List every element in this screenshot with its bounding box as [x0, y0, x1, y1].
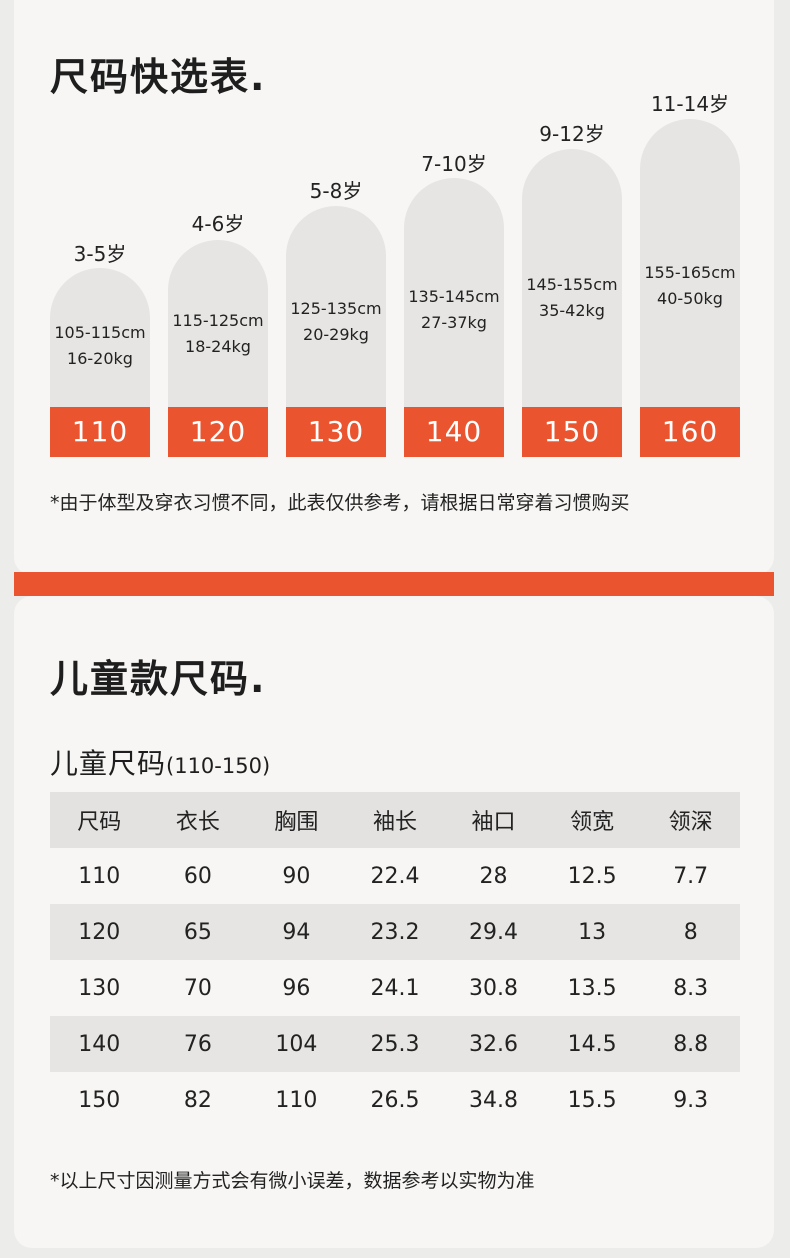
weight-range: 20-29kg	[303, 325, 369, 344]
table-cell: 24.1	[370, 975, 420, 1001]
height-range: 115-125cm	[172, 311, 264, 330]
table-cell: 13.5	[567, 975, 617, 1001]
header-cell: 袖长	[372, 810, 417, 835]
table-cell: 15.5	[567, 1087, 617, 1113]
size-badge: 140	[404, 407, 504, 457]
table-cell: 110	[275, 1087, 318, 1113]
height-range: 105-115cm	[54, 323, 146, 342]
size-badge: 160	[640, 407, 740, 457]
table-cell: 130	[78, 975, 121, 1001]
table-cell: 94	[282, 919, 311, 945]
table-cell: 34.8	[469, 1087, 519, 1113]
table-cell: 7.7	[673, 863, 709, 889]
header-cell: 尺码	[77, 810, 122, 835]
age-label: 5-8岁	[309, 179, 363, 203]
table-cell: 150	[78, 1087, 121, 1113]
kids-size-card	[14, 596, 774, 1248]
header-cell: 胸围	[274, 810, 319, 835]
table-cell: 110	[78, 863, 121, 889]
header-cell: 衣长	[175, 810, 220, 835]
table-cell: 8	[683, 919, 698, 945]
table-cell: 32.6	[469, 1031, 519, 1057]
weight-range: 35-42kg	[539, 301, 605, 320]
height-range: 135-145cm	[408, 287, 500, 306]
height-range: 155-165cm	[644, 263, 736, 282]
table-cell: 82	[183, 1087, 212, 1113]
table-cell: 25.3	[370, 1031, 420, 1057]
size-pill: 145-155cm 35-42kg	[522, 149, 622, 408]
table-row: 130 70 96 24.1 30.8 13.5 8.3	[50, 960, 740, 1016]
table-row: 110 60 90 22.4 28 12.5 7.7	[50, 848, 740, 904]
table-cell: 12.5	[567, 863, 617, 889]
size-pill: 105-115cm 16-20kg	[50, 268, 150, 408]
table-row: 120 65 94 23.2 29.4 13 8	[50, 904, 740, 960]
size-badge: 150	[522, 407, 622, 457]
age-label: 4-6岁	[191, 212, 245, 236]
table-cell: 70	[183, 975, 212, 1001]
weight-range: 18-24kg	[185, 337, 251, 356]
weight-range: 27-37kg	[421, 313, 487, 332]
table-cell: 120	[78, 919, 121, 945]
size-badge: 110	[50, 407, 150, 457]
weight-range: 40-50kg	[657, 289, 723, 308]
table-cell: 29.4	[469, 919, 519, 945]
subtitle-range: (110-150)	[166, 754, 271, 778]
size-pill: 135-145cm 27-37kg	[404, 178, 504, 408]
table-row: 140 76 104 25.3 32.6 14.5 8.8	[50, 1016, 740, 1072]
height-range: 145-155cm	[526, 275, 618, 294]
size-pill: 155-165cm 40-50kg	[640, 119, 740, 408]
age-label: 11-14岁	[650, 92, 730, 116]
quick-table-title: 尺码快选表.	[50, 55, 267, 99]
age-label: 7-10岁	[421, 152, 487, 176]
subtitle-text: 儿童尺码	[50, 747, 167, 780]
table-cell: 104	[275, 1031, 318, 1057]
table-cell: 9.3	[673, 1087, 709, 1113]
header-cell: 领深	[668, 810, 713, 835]
table-cell: 28	[479, 863, 508, 889]
table-cell: 60	[183, 863, 212, 889]
kids-size-table: 尺码 衣长 胸围 袖长 袖口 领宽 领深 110 60 90 22.4 28 1…	[50, 792, 740, 1128]
table-cell: 8.8	[673, 1031, 709, 1057]
table-cell: 96	[282, 975, 311, 1001]
kids-table-note: *以上尺寸因测量方式会有微小误差，数据参考以实物为准	[50, 1170, 535, 1192]
table-cell: 30.8	[469, 975, 519, 1001]
table-cell: 14.5	[567, 1031, 617, 1057]
table-cell: 8.3	[673, 975, 709, 1001]
table-cell: 23.2	[370, 919, 420, 945]
table-row: 150 82 110 26.5 34.8 15.5 9.3	[50, 1072, 740, 1128]
header-cell: 领宽	[570, 810, 615, 835]
section-divider	[14, 572, 774, 596]
table-cell: 22.4	[370, 863, 420, 889]
quick-table-note: *由于体型及穿衣习惯不同，此表仅供参考，请根据日常穿着习惯购买	[50, 492, 630, 514]
weight-range: 16-20kg	[67, 349, 133, 368]
age-label: 3-5岁	[73, 242, 127, 266]
table-cell: 76	[183, 1031, 212, 1057]
table-cell: 65	[183, 919, 212, 945]
table-cell: 90	[282, 863, 311, 889]
age-label: 9-12岁	[539, 122, 605, 146]
size-badge: 120	[168, 407, 268, 457]
table-header-row: 尺码 衣长 胸围 袖长 袖口 领宽 领深	[50, 792, 740, 848]
table-cell: 13	[578, 919, 607, 945]
header-cell: 袖口	[471, 810, 516, 835]
size-pill: 115-125cm 18-24kg	[168, 240, 268, 408]
kids-table-title: 儿童款尺码.	[50, 657, 267, 701]
kids-table-subtitle: 儿童尺码(110-150)	[50, 742, 270, 782]
size-badge: 130	[286, 407, 386, 457]
height-range: 125-135cm	[290, 299, 382, 318]
table-cell: 26.5	[370, 1087, 420, 1113]
size-pill: 125-135cm 20-29kg	[286, 206, 386, 408]
table-cell: 140	[78, 1031, 121, 1057]
